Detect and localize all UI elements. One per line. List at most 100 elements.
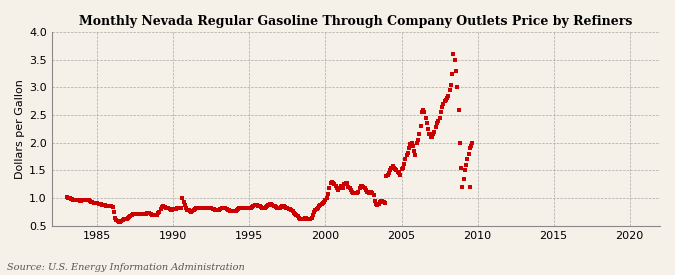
Point — [140, 211, 151, 216]
Point — [74, 199, 85, 203]
Point — [329, 182, 340, 186]
Point — [414, 132, 425, 137]
Point — [447, 71, 458, 76]
Point — [227, 209, 238, 213]
Point — [392, 169, 403, 174]
Point — [431, 121, 442, 126]
Point — [366, 189, 377, 194]
Point — [265, 202, 276, 206]
Point — [382, 173, 393, 177]
Point — [416, 110, 427, 114]
Point — [262, 204, 273, 208]
Point — [454, 141, 465, 145]
Point — [256, 205, 267, 210]
Point — [348, 191, 358, 195]
Point — [233, 207, 244, 211]
Point — [229, 209, 240, 214]
Point — [311, 207, 322, 211]
Point — [302, 216, 313, 221]
Point — [202, 206, 213, 210]
Point — [337, 185, 348, 189]
Point — [298, 216, 309, 221]
Point — [452, 85, 462, 90]
Point — [278, 204, 289, 209]
Point — [67, 197, 78, 202]
Point — [323, 192, 333, 196]
Point — [151, 213, 161, 217]
Point — [162, 205, 173, 210]
Point — [406, 141, 417, 145]
Point — [287, 209, 298, 214]
Point — [132, 211, 143, 216]
Point — [205, 205, 215, 210]
Point — [255, 205, 266, 209]
Point — [321, 196, 332, 200]
Point — [234, 206, 245, 210]
Point — [164, 207, 175, 211]
Point — [117, 218, 128, 222]
Point — [379, 200, 389, 204]
Point — [252, 203, 263, 208]
Point — [163, 206, 173, 210]
Point — [93, 202, 104, 206]
Point — [207, 207, 218, 211]
Point — [364, 191, 375, 195]
Point — [286, 208, 297, 213]
Point — [92, 201, 103, 205]
Point — [168, 207, 179, 211]
Point — [171, 207, 182, 211]
Point — [236, 205, 247, 210]
Point — [61, 195, 72, 199]
Point — [467, 141, 478, 145]
Point — [129, 211, 140, 216]
Point — [240, 206, 251, 210]
Point — [249, 203, 260, 207]
Point — [415, 124, 426, 128]
Point — [315, 203, 326, 207]
Point — [187, 209, 198, 214]
Point — [344, 186, 355, 190]
Point — [340, 180, 351, 185]
Point — [308, 210, 319, 214]
Point — [457, 185, 468, 189]
Point — [78, 198, 89, 203]
Point — [297, 217, 308, 221]
Point — [99, 203, 109, 207]
Point — [273, 206, 284, 210]
Point — [333, 188, 344, 192]
Point — [177, 196, 188, 200]
Point — [106, 204, 117, 209]
Point — [421, 121, 432, 126]
Point — [425, 135, 436, 139]
Point — [254, 204, 265, 209]
Point — [200, 206, 211, 210]
Point — [210, 208, 221, 212]
Point — [350, 191, 361, 195]
Point — [451, 68, 462, 73]
Point — [359, 186, 370, 190]
Point — [428, 132, 439, 137]
Point — [408, 143, 418, 148]
Point — [389, 166, 400, 170]
Point — [220, 206, 231, 210]
Point — [196, 206, 207, 210]
Point — [87, 200, 98, 204]
Point — [192, 206, 203, 210]
Point — [217, 206, 228, 210]
Point — [80, 198, 90, 202]
Point — [330, 184, 341, 188]
Point — [464, 185, 475, 189]
Point — [173, 206, 184, 210]
Point — [178, 199, 189, 204]
Point — [379, 200, 390, 205]
Point — [167, 208, 178, 212]
Point — [438, 102, 449, 106]
Point — [271, 205, 281, 209]
Point — [253, 204, 264, 208]
Point — [165, 208, 176, 212]
Point — [304, 217, 315, 221]
Point — [404, 146, 414, 150]
Point — [209, 207, 219, 211]
Point — [450, 57, 460, 62]
Point — [119, 217, 130, 221]
